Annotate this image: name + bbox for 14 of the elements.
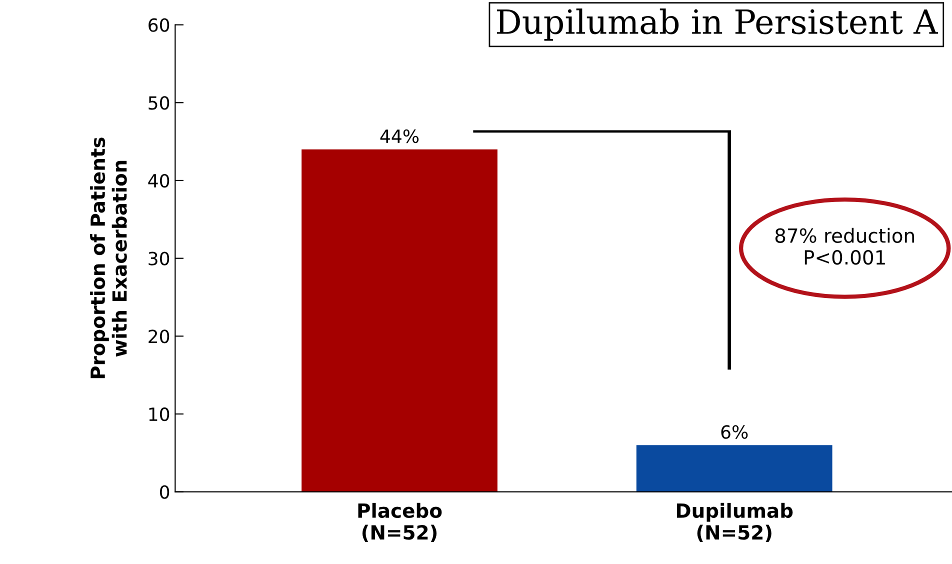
- data-label: 44%: [380, 129, 419, 144]
- y-tick-label: 60: [148, 18, 170, 32]
- y-tick-label: 30: [148, 252, 170, 266]
- y-tick-label: 10: [149, 407, 170, 422]
- x-tick-label: Dupilumab (N=52): [676, 502, 793, 542]
- data-label: 6%: [721, 425, 748, 439]
- y-tick-label: 0: [160, 485, 170, 499]
- y-axis-title: Proportion of Patients with Exacerbation: [90, 138, 127, 378]
- y-tick-label: 20: [148, 330, 170, 344]
- chart-title: Dupilumab in Persistent A: [496, 8, 938, 41]
- y-tick-label: 50: [148, 96, 170, 110]
- annotation: 87% reduction P<0.001: [775, 228, 914, 265]
- y-tick-label: 40: [148, 174, 170, 188]
- x-tick-label: Placebo (N=52): [358, 502, 442, 542]
